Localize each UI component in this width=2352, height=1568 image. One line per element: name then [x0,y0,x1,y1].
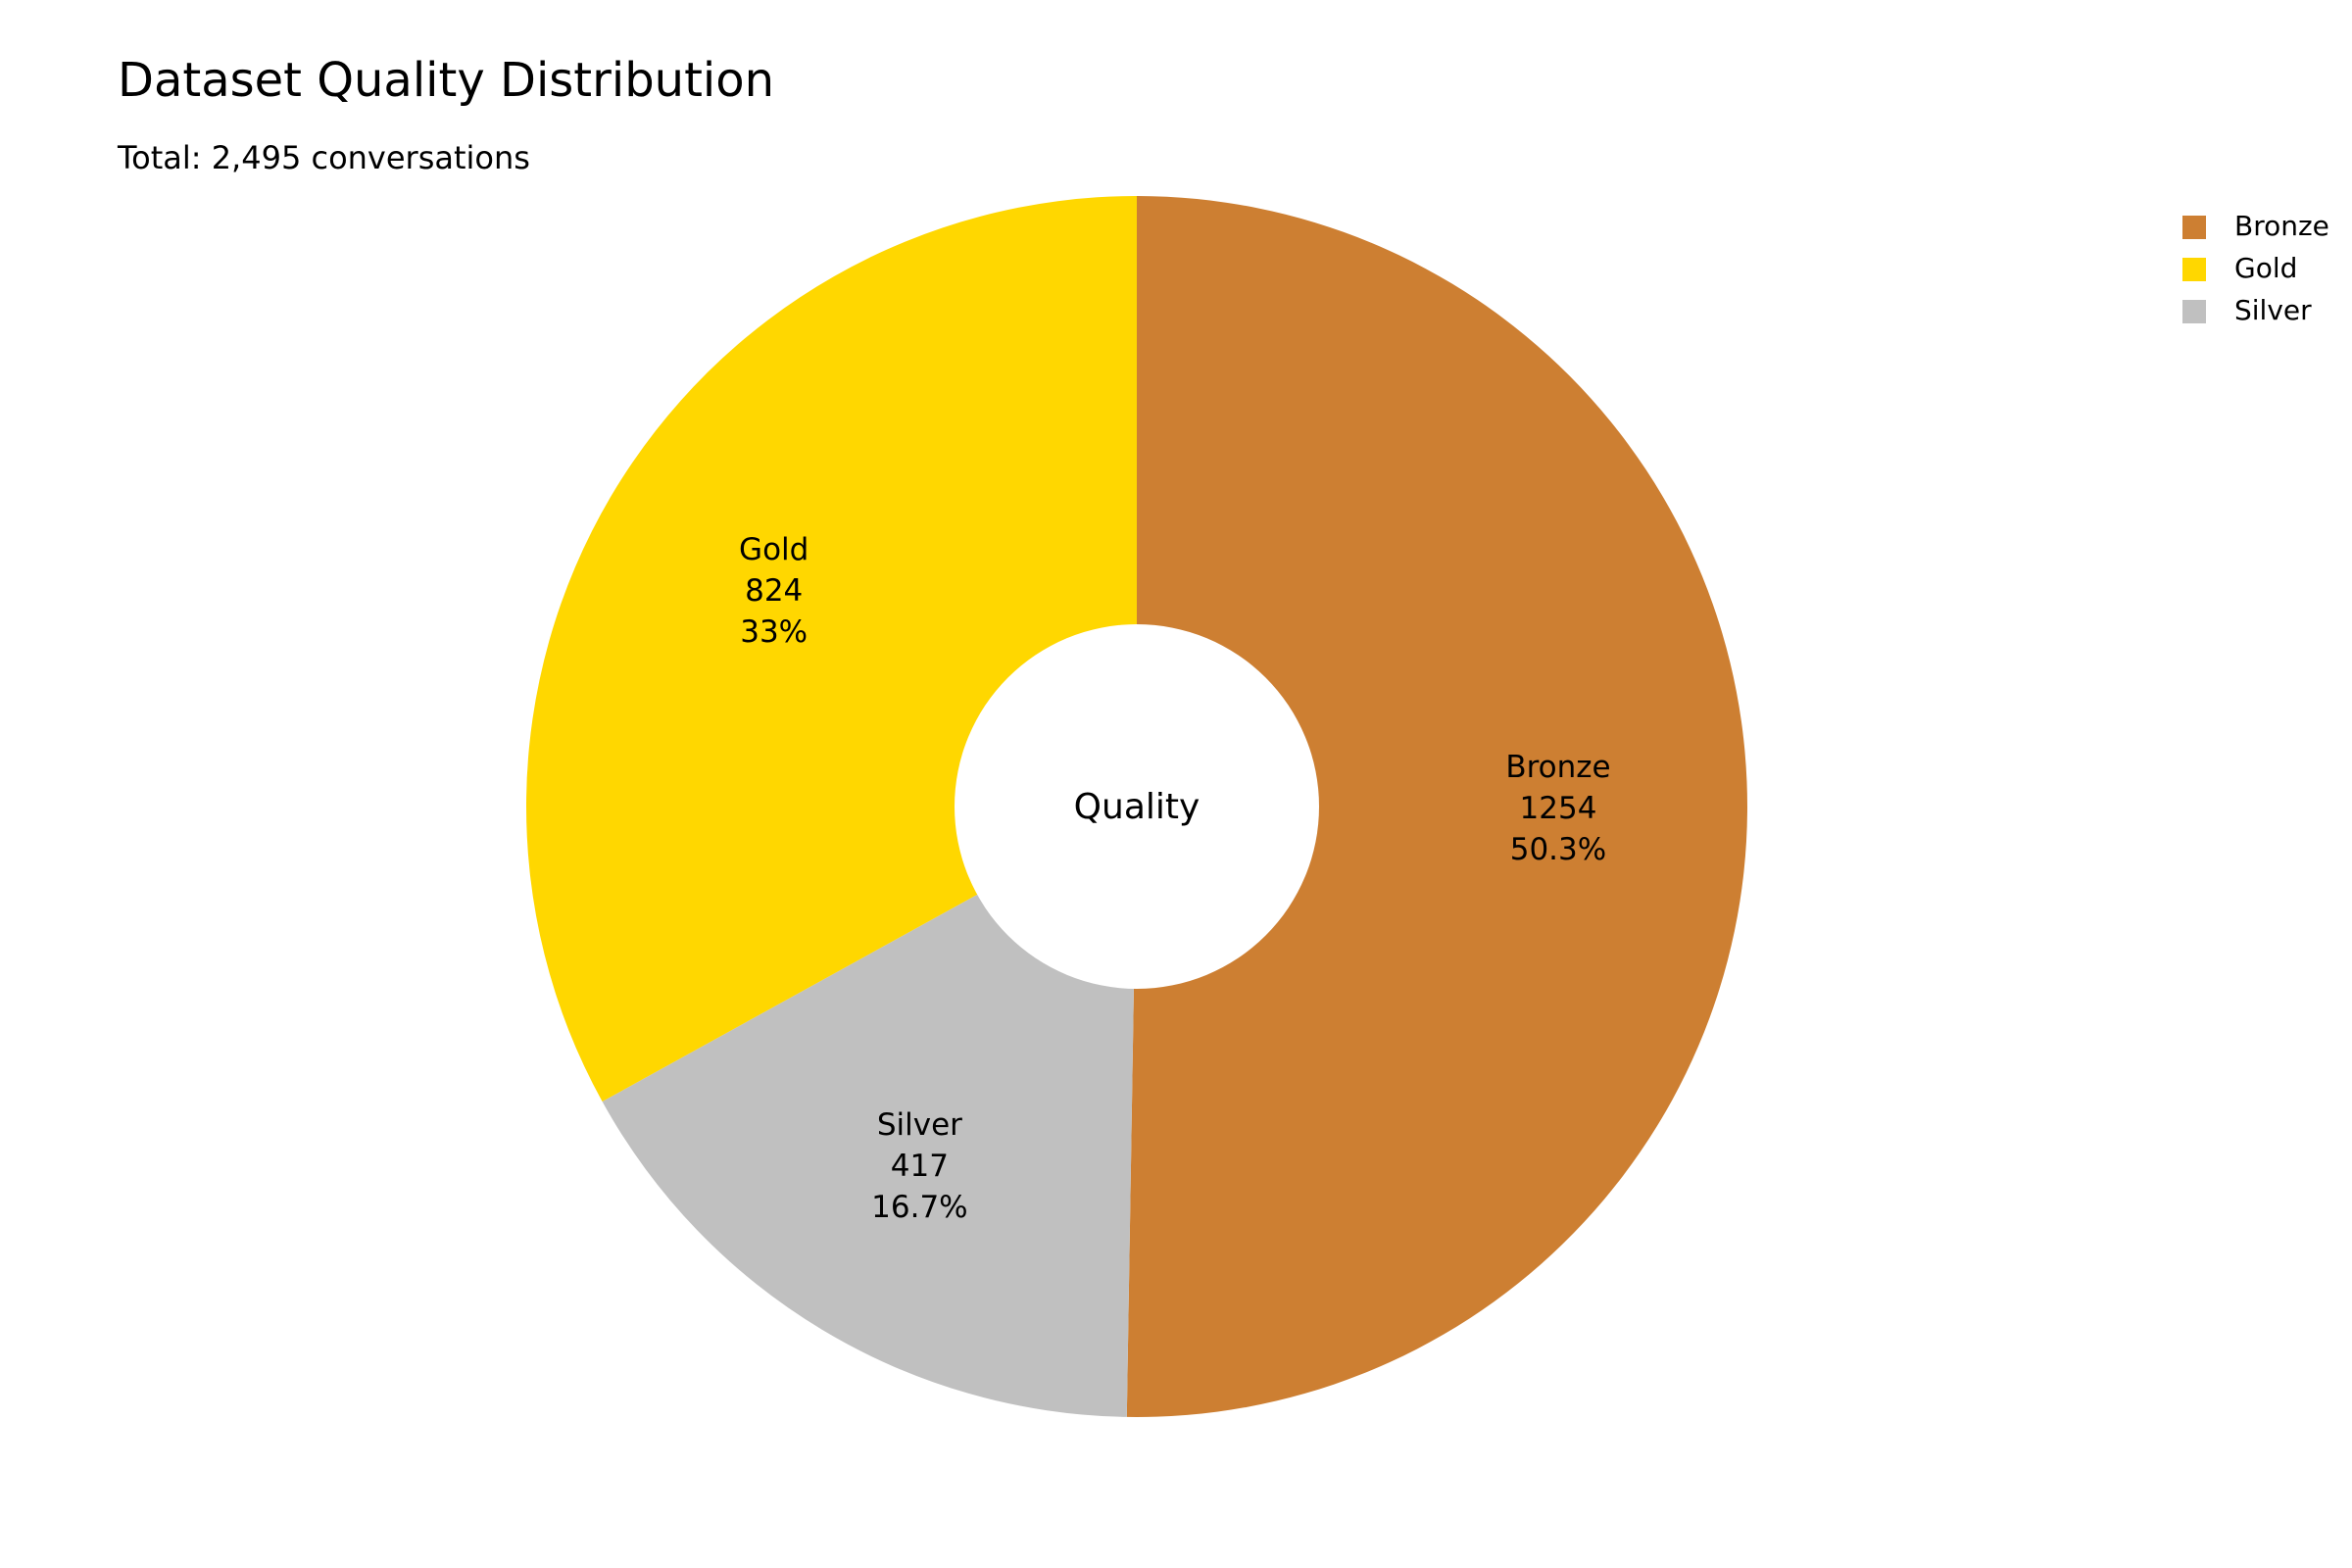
legend-label: Silver [2234,294,2312,326]
slice-percent-label: 16.7% [871,1190,967,1225]
chart-subtitle: Total: 2,495 conversations [117,139,530,176]
legend-label: Gold [2234,252,2297,284]
slice-category-label: Bronze [1505,750,1610,785]
slice-value-label: 1254 [1520,791,1597,826]
slice-value-label: 824 [745,573,803,609]
slice-label-bronze: Bronze 1254 50.3% [1505,750,1610,867]
donut-hole [955,624,1319,989]
slice-category-label: Gold [739,532,808,567]
legend-swatch [2182,300,2206,323]
slice-label-silver: Silver 417 16.7% [871,1107,967,1225]
pie-slice-silver[interactable] [602,807,1137,1417]
legend-item-silver[interactable]: Silver [2182,294,2312,326]
center-label: Quality [1074,787,1200,827]
slice-category-label: Silver [877,1107,962,1143]
legend-swatch [2182,216,2206,239]
chart-title: Dataset Quality Distribution [118,53,774,108]
slice-label-gold: Gold 824 33% [739,532,808,650]
legend: Bronze Gold Silver [2182,210,2329,326]
slice-percent-label: 50.3% [1510,832,1606,867]
legend-swatch [2182,258,2206,281]
legend-label: Bronze [2234,210,2329,242]
pie-slice-bronze[interactable] [1126,195,1748,1417]
slice-value-label: 417 [891,1149,949,1184]
legend-item-gold[interactable]: Gold [2182,252,2297,284]
slice-percent-label: 33% [740,614,808,650]
legend-item-bronze[interactable]: Bronze [2182,210,2329,242]
slice-labels-layer: Bronze 1254 50.3% Silver 417 16.7% Gold 824 33% [739,532,1611,1225]
